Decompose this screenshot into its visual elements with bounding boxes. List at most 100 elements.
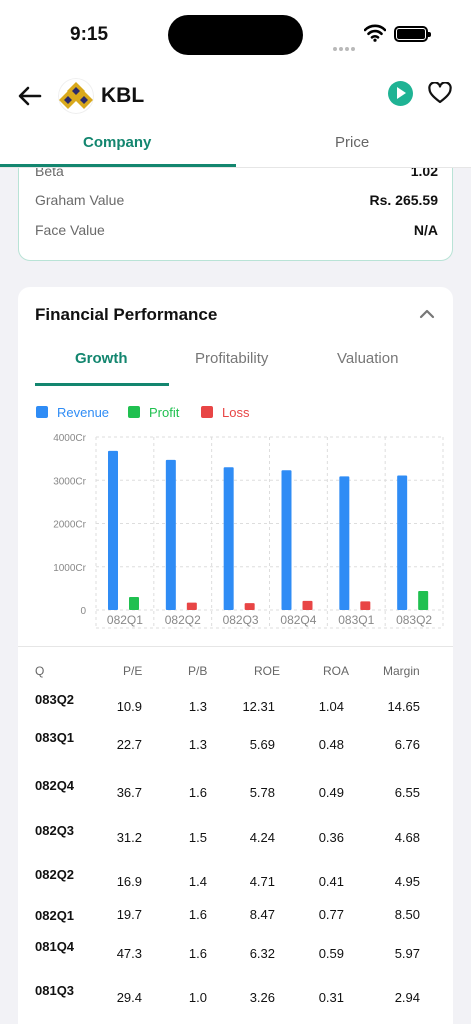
value-cell: 4.24 <box>249 830 275 845</box>
col-header-roe: ROE <box>254 664 281 678</box>
wifi-icon <box>364 24 386 42</box>
legend-swatch <box>201 406 213 418</box>
value-cell: 1.0 <box>188 990 207 1005</box>
value-cell: 1.04 <box>318 699 344 714</box>
value-cell: 5.78 <box>249 785 275 800</box>
info-value: Rs. 265.59 <box>369 192 439 208</box>
value-cell: 31.2 <box>116 830 142 845</box>
bar-revenue <box>108 450 118 610</box>
play-icon[interactable] <box>388 81 413 106</box>
value-cell: 19.7 <box>116 907 142 922</box>
value-cell: 5.97 <box>394 946 420 961</box>
y-tick-label: 2000Cr <box>53 520 86 531</box>
x-tick-label: 082Q2 <box>165 613 201 627</box>
x-tick-label: 082Q3 <box>223 613 259 627</box>
chevron-up-icon[interactable] <box>419 309 435 319</box>
bar-profit <box>129 597 139 610</box>
legend-label: Profit <box>149 405 180 420</box>
col-header-roa: ROA <box>323 664 350 678</box>
legend-profit[interactable]: Profit <box>128 405 179 420</box>
x-tick-label: 082Q4 <box>280 613 316 627</box>
quarter-cell: 082Q3 <box>35 823 75 838</box>
bar-loss <box>302 600 313 610</box>
value-cell: 1.3 <box>188 699 207 714</box>
value-cell: 2.94 <box>394 990 420 1005</box>
back-arrow-icon[interactable] <box>16 82 44 110</box>
quarter-cell: 083Q1 <box>35 730 75 745</box>
info-value: N/A <box>413 222 438 238</box>
value-cell: 3.26 <box>249 990 275 1005</box>
divider <box>18 646 453 647</box>
value-cell: 22.7 <box>116 737 142 752</box>
value-cell: 47.3 <box>116 946 142 961</box>
value-cell: 0.77 <box>318 907 344 922</box>
value-cell: 0.31 <box>318 990 344 1005</box>
value-cell: 14.65 <box>387 699 420 714</box>
legend-swatch <box>128 406 140 418</box>
bar-profit <box>418 590 429 610</box>
value-cell: 6.55 <box>394 785 420 800</box>
bar-revenue <box>339 476 350 610</box>
battery-icon <box>394 26 431 42</box>
y-tick-label: 0 <box>80 606 86 617</box>
value-cell: 5.69 <box>249 737 275 752</box>
dynamic-island <box>168 15 303 55</box>
col-header-margin: Margin <box>383 664 420 678</box>
value-cell: 0.48 <box>318 737 344 752</box>
bar-loss <box>360 601 371 610</box>
value-cell: 4.68 <box>394 830 420 845</box>
financial-performance-card: Financial Performance Growth Profitabili… <box>18 287 453 1024</box>
quarter-cell: 082Q1 <box>35 908 75 923</box>
value-cell: 4.95 <box>394 874 420 889</box>
tab-profitability[interactable]: Profitability <box>195 350 269 367</box>
tab-company[interactable]: Company <box>83 134 152 151</box>
legend-revenue[interactable]: Revenue <box>36 405 109 420</box>
value-cell: 16.9 <box>116 874 142 889</box>
y-tick-label: 1000Cr <box>53 563 86 574</box>
tab-growth[interactable]: Growth <box>75 350 128 367</box>
bar-loss <box>186 602 197 610</box>
value-cell: 12.31 <box>242 699 275 714</box>
section-title: Financial Performance <box>35 305 218 324</box>
value-cell: 8.47 <box>249 907 275 922</box>
quarter-cell: 082Q4 <box>35 778 75 793</box>
quarter-cell: 081Q3 <box>35 983 75 998</box>
company-logo <box>58 78 94 114</box>
col-header-pb: P/B <box>188 664 208 678</box>
growth-bar-chart: 4000Cr 3000Cr 2000Cr 1000Cr 0 082Q1 082Q2 082Q3… <box>53 433 444 629</box>
col-header-q: Q <box>35 664 45 678</box>
value-cell: 6.32 <box>249 946 275 961</box>
bar-loss <box>244 603 255 610</box>
quarter-cell: 082Q2 <box>35 867 75 882</box>
stock-ticker: KBL <box>101 84 145 107</box>
status-bar: 9:15 <box>0 0 471 70</box>
status-time: 9:15 <box>70 24 109 45</box>
x-tick-label: 083Q2 <box>396 613 432 627</box>
quarter-cell: 081Q4 <box>35 939 75 954</box>
col-header-pe: P/E <box>123 664 143 678</box>
bar-revenue <box>281 470 292 610</box>
value-cell: 6.76 <box>394 737 420 752</box>
x-tick-label: 082Q1 <box>107 613 143 627</box>
favorite-heart-icon[interactable] <box>428 82 452 104</box>
legend-loss[interactable]: Loss <box>201 405 249 420</box>
tab-valuation[interactable]: Valuation <box>337 350 399 367</box>
value-cell: 0.49 <box>318 785 344 800</box>
bar-revenue <box>165 459 176 610</box>
bar-revenue <box>397 475 408 610</box>
tab-price[interactable]: Price <box>335 134 370 151</box>
active-tab-indicator <box>0 164 236 167</box>
info-row-graham-value: Graham Value Rs. 265.59 <box>35 192 438 208</box>
value-cell: 10.9 <box>116 699 142 714</box>
app-header: KBL Company Price <box>0 70 471 168</box>
info-label: Graham Value <box>35 192 125 208</box>
value-cell: 1.4 <box>188 874 207 889</box>
legend-swatch <box>36 406 48 418</box>
value-cell: 0.41 <box>318 874 344 889</box>
value-cell: 29.4 <box>116 990 142 1005</box>
active-subtab-indicator <box>35 383 169 386</box>
bar-revenue <box>223 467 234 610</box>
value-cell: 0.36 <box>318 830 344 845</box>
value-cell: 1.5 <box>188 830 207 845</box>
y-tick-label: 4000Cr <box>53 433 86 444</box>
